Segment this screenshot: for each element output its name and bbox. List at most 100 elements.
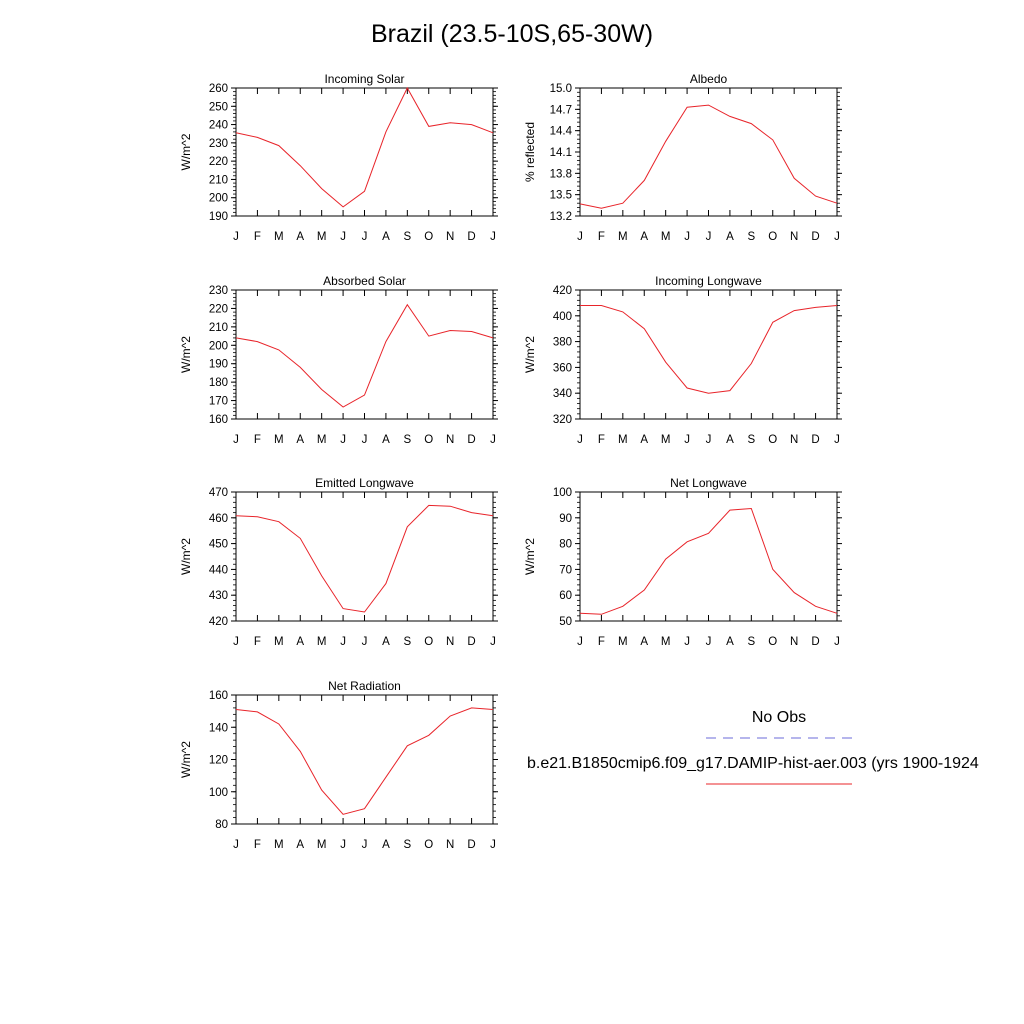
x-tick-label: J	[233, 839, 239, 851]
panel-title: Incoming Longwave	[655, 274, 762, 288]
x-tick-label: M	[618, 636, 628, 648]
x-tick-label: N	[446, 839, 454, 851]
panel-title: Albedo	[690, 72, 728, 86]
x-tick-label: J	[340, 839, 346, 851]
x-tick-label: A	[382, 434, 390, 446]
series-line-model	[235, 86, 494, 208]
x-tick-label: F	[254, 231, 261, 243]
x-tick-label: D	[467, 434, 475, 446]
x-tick-label: A	[296, 231, 304, 243]
x-tick-label: J	[233, 434, 239, 446]
x-tick-label: D	[811, 636, 819, 648]
y-tick-label: 430	[209, 590, 228, 602]
panel-title: Incoming Solar	[324, 72, 404, 86]
x-tick-label: N	[790, 636, 798, 648]
x-tick-label: A	[726, 231, 734, 243]
y-tick-label: 140	[209, 722, 228, 734]
x-tick-label: J	[577, 636, 583, 648]
series-line-model	[235, 504, 494, 613]
x-tick-label: M	[274, 231, 284, 243]
x-tick-label: N	[790, 231, 798, 243]
y-tick-label: 14.4	[550, 126, 573, 138]
x-tick-label: M	[317, 636, 327, 648]
y-tick-label: 420	[553, 285, 572, 297]
y-tick-label: 240	[209, 120, 228, 132]
x-tick-label: D	[811, 231, 819, 243]
x-tick-label: J	[340, 434, 346, 446]
x-tick-label: A	[296, 434, 304, 446]
x-tick-label: O	[768, 231, 777, 243]
y-tick-label: 160	[209, 690, 228, 702]
x-tick-label: S	[747, 434, 755, 446]
x-tick-label: J	[340, 231, 346, 243]
y-tick-label: 13.5	[550, 190, 572, 202]
x-tick-label: F	[598, 636, 605, 648]
y-tick-label: 470	[209, 487, 228, 499]
x-tick-label: J	[490, 839, 496, 851]
x-tick-label: J	[577, 231, 583, 243]
x-tick-label: O	[768, 636, 777, 648]
y-tick-label: 60	[559, 590, 572, 602]
y-axis-label: % reflected	[523, 122, 537, 182]
y-tick-label: 210	[209, 322, 228, 334]
x-tick-label: O	[424, 839, 433, 851]
x-tick-label: M	[274, 839, 284, 851]
series-line-model	[579, 104, 838, 209]
y-tick-label: 100	[553, 487, 572, 499]
x-tick-label: J	[834, 636, 840, 648]
y-tick-label: 80	[559, 539, 572, 551]
x-tick-label: A	[382, 636, 390, 648]
y-tick-label: 200	[209, 340, 228, 352]
plot-frame	[579, 289, 838, 420]
legend: No Obs b.e21.B1850cmip6.f09_g17.DAMIP-hi…	[527, 709, 979, 785]
x-tick-label: J	[706, 434, 712, 446]
series-line-model	[580, 305, 838, 394]
y-tick-label: 50	[559, 616, 572, 628]
y-tick-label: 460	[209, 513, 228, 525]
y-tick-label: 340	[553, 388, 572, 400]
x-tick-label: S	[403, 434, 411, 446]
y-axis-label: W/m^2	[179, 133, 193, 170]
y-tick-label: 14.7	[550, 104, 572, 116]
x-tick-label: A	[726, 434, 734, 446]
x-tick-label: D	[467, 839, 475, 851]
x-tick-label: O	[424, 434, 433, 446]
x-tick-label: J	[834, 231, 840, 243]
panel-title: Absorbed Solar	[323, 274, 406, 288]
y-tick-label: 100	[209, 787, 228, 799]
y-tick-label: 450	[209, 539, 228, 551]
y-tick-label: 190	[209, 359, 228, 371]
y-tick-label: 14.1	[550, 147, 572, 159]
y-tick-label: 180	[209, 377, 228, 389]
y-tick-label: 190	[209, 211, 228, 223]
y-tick-label: 13.8	[550, 168, 572, 180]
x-tick-label: M	[317, 231, 327, 243]
plot-frame	[235, 87, 494, 217]
x-tick-label: F	[598, 231, 605, 243]
x-tick-label: M	[274, 434, 284, 446]
x-tick-label: M	[317, 839, 327, 851]
x-tick-label: M	[618, 231, 628, 243]
x-tick-label: J	[490, 434, 496, 446]
x-tick-label: F	[254, 839, 261, 851]
y-tick-label: 70	[559, 564, 572, 576]
y-axis-label: W/m^2	[179, 538, 193, 575]
series-line-model	[579, 507, 838, 615]
x-tick-label: S	[747, 231, 755, 243]
x-tick-label: A	[296, 636, 304, 648]
y-tick-label: 380	[553, 337, 572, 349]
y-tick-label: 420	[209, 616, 228, 628]
plot-frame	[235, 491, 494, 622]
x-tick-label: M	[661, 231, 671, 243]
y-axis-label: W/m^2	[523, 538, 537, 575]
x-tick-label: N	[446, 231, 454, 243]
x-tick-label: A	[640, 231, 648, 243]
x-tick-label: A	[640, 636, 648, 648]
y-tick-label: 15.0	[550, 83, 572, 95]
x-tick-label: F	[254, 434, 261, 446]
